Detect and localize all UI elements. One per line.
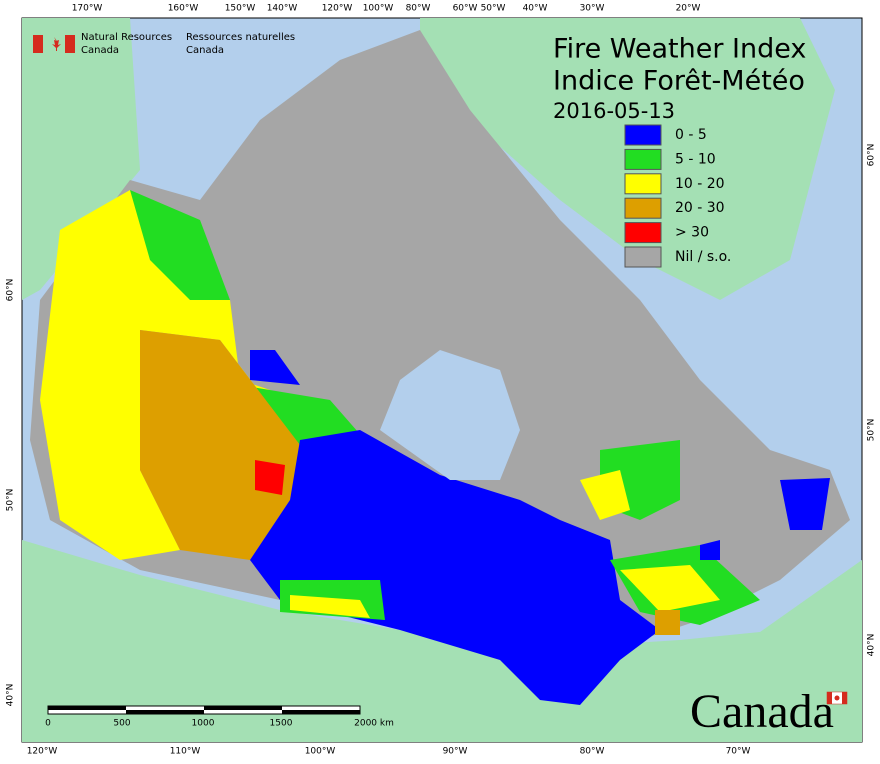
legend-label: 0 - 5 bbox=[675, 127, 707, 143]
scale-label: 1500 bbox=[270, 719, 293, 729]
scale-label: 2000 km bbox=[354, 719, 394, 729]
legend-swatch bbox=[624, 197, 662, 219]
latitude-label: 50°N bbox=[6, 489, 16, 512]
longitude-label: 120°W bbox=[27, 747, 58, 757]
scale-label: 500 bbox=[113, 719, 130, 729]
agency-en: Canada bbox=[81, 45, 119, 56]
graticule-labels: 170°W 160°W 150°W 140°W 120°W 100°W 80°W 60°W 50… bbox=[6, 4, 877, 757]
legend-swatch bbox=[624, 148, 662, 170]
non-canada-land bbox=[22, 18, 140, 300]
fwi-region bbox=[140, 330, 300, 560]
longitude-label: 70°W bbox=[726, 747, 751, 757]
scale-label: 0 bbox=[45, 719, 51, 729]
longitude-label: 150°W bbox=[225, 4, 256, 14]
date: 2016-05-13 bbox=[553, 99, 675, 123]
longitude-label: 30°W bbox=[580, 4, 605, 14]
fwi-region bbox=[250, 430, 660, 705]
title: Fire Weather Index bbox=[553, 34, 806, 65]
latitude-label: 40°N bbox=[867, 634, 877, 657]
longitude-label: 90°W bbox=[443, 747, 468, 757]
fwi-region bbox=[40, 190, 350, 560]
legend-label: Nil / s.o. bbox=[675, 249, 731, 265]
longitude-label: 140°W bbox=[267, 4, 298, 14]
longitude-label: 120°W bbox=[322, 4, 353, 14]
longitude-label: 160°W bbox=[168, 4, 199, 14]
fwi-region bbox=[620, 565, 720, 612]
legend-label: 10 - 20 bbox=[675, 176, 725, 192]
wordmark: Canada bbox=[690, 685, 848, 738]
legend-swatch bbox=[624, 173, 662, 195]
latitude-label: 60°N bbox=[867, 144, 877, 167]
latitude-label: 60°N bbox=[6, 279, 16, 302]
agency-fr: Canada bbox=[186, 45, 224, 56]
legend-label: > 30 bbox=[675, 225, 709, 241]
scale-bar-segment bbox=[282, 710, 360, 714]
scale-bar-segment bbox=[204, 706, 282, 710]
scale-label: 1000 bbox=[192, 719, 215, 729]
fwi-region bbox=[250, 350, 300, 385]
hudson-bay bbox=[380, 350, 520, 480]
latitude-label: 50°N bbox=[867, 419, 877, 442]
fwi-region bbox=[130, 190, 230, 300]
fwi-region bbox=[655, 610, 680, 635]
legend: 0 - 5 5 - 10 10 - 20 20 - 30 > 30 Nil / s.o. bbox=[624, 124, 731, 268]
legend-label: 20 - 30 bbox=[675, 200, 725, 216]
longitude-label: 100°W bbox=[363, 4, 394, 14]
longitude-label: 40°W bbox=[523, 4, 548, 14]
regions bbox=[22, 18, 862, 742]
longitude-label: 80°W bbox=[406, 4, 431, 14]
agency-en: Natural Resources bbox=[81, 32, 172, 43]
longitude-label: 100°W bbox=[305, 747, 336, 757]
agency-flag bbox=[33, 35, 75, 53]
fwi-region bbox=[240, 385, 365, 445]
longitude-label: 110°W bbox=[170, 747, 201, 757]
scale-bar-segment bbox=[48, 706, 126, 710]
scale-bar: 0 500 1000 1500 2000 km bbox=[45, 705, 394, 729]
longitude-label: 20°W bbox=[676, 4, 701, 14]
title: Indice Forêt-Météo bbox=[553, 66, 805, 97]
legend-swatch bbox=[624, 246, 662, 268]
longitude-label: 80°W bbox=[580, 747, 605, 757]
legend-label: 5 - 10 bbox=[675, 151, 716, 167]
fwi-region bbox=[700, 540, 720, 560]
legend-swatch bbox=[624, 222, 662, 244]
legend-swatch bbox=[624, 124, 662, 146]
fwi-region bbox=[290, 595, 370, 618]
fwi-region bbox=[255, 460, 285, 495]
agency-fr: Ressources naturelles bbox=[186, 32, 295, 43]
fwi-region bbox=[780, 478, 830, 530]
longitude-label: 60°W bbox=[453, 4, 478, 14]
longitude-label: 170°W bbox=[72, 4, 103, 14]
fwi-region bbox=[580, 470, 630, 520]
longitude-label: 50°W bbox=[481, 4, 506, 14]
scale-bar-segment bbox=[126, 710, 204, 714]
wordmark-text: Canada bbox=[690, 685, 834, 738]
latitude-label: 40°N bbox=[6, 684, 16, 707]
